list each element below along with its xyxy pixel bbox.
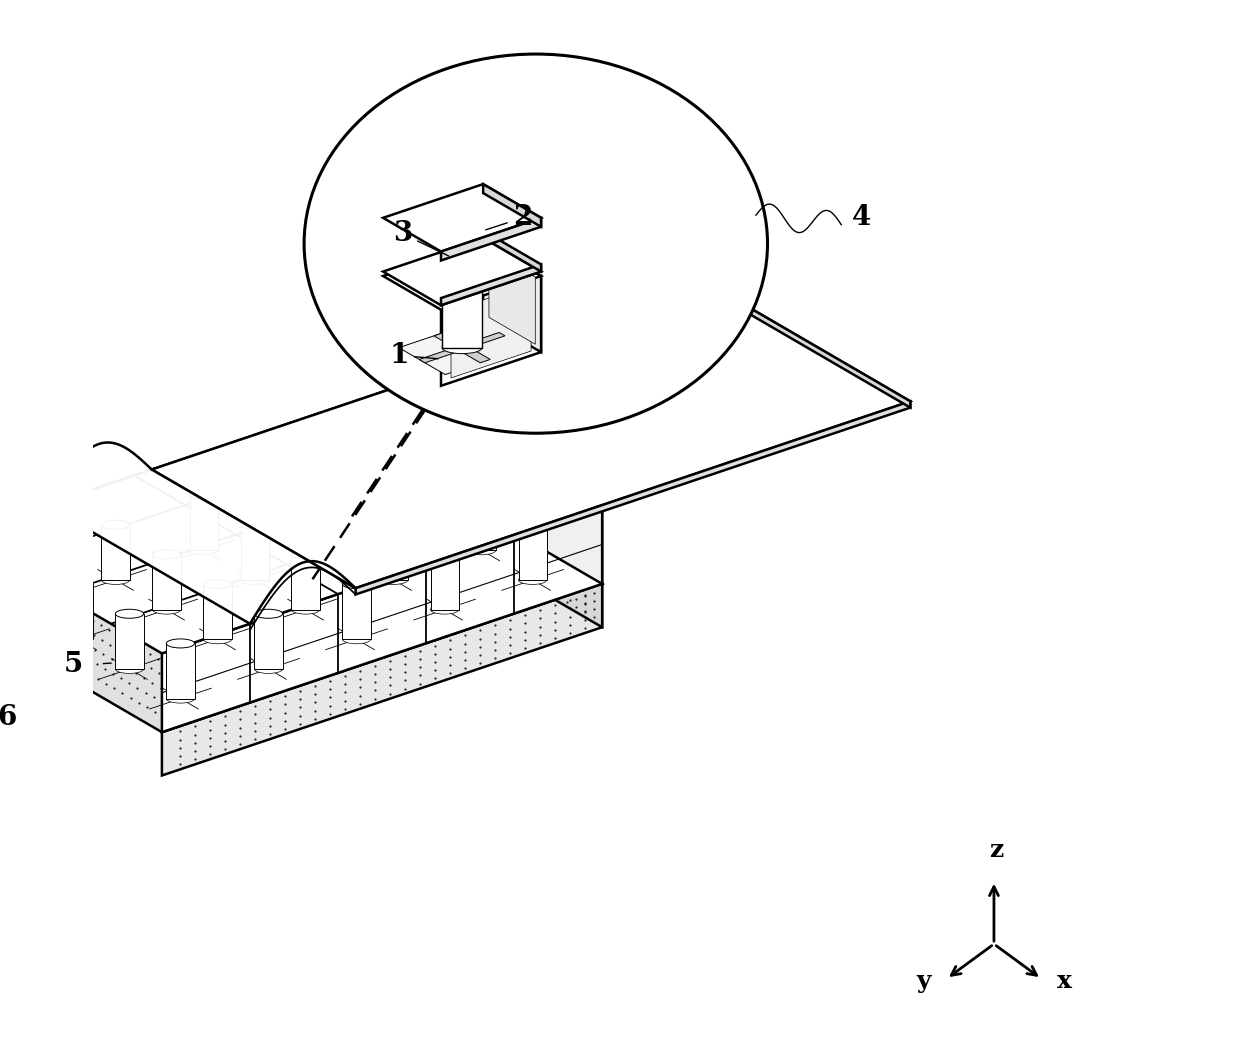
Ellipse shape (278, 461, 306, 470)
Polygon shape (417, 466, 445, 521)
Polygon shape (383, 238, 541, 305)
Ellipse shape (14, 605, 42, 615)
Ellipse shape (254, 609, 283, 618)
Ellipse shape (443, 342, 482, 354)
Polygon shape (190, 495, 218, 550)
Text: 6: 6 (0, 703, 17, 731)
Ellipse shape (417, 461, 445, 470)
Polygon shape (518, 525, 547, 580)
Polygon shape (162, 505, 603, 732)
Polygon shape (484, 242, 541, 352)
Polygon shape (14, 554, 42, 609)
Ellipse shape (417, 516, 445, 525)
Polygon shape (153, 554, 181, 609)
Ellipse shape (64, 635, 93, 644)
Ellipse shape (518, 576, 547, 584)
Polygon shape (46, 442, 356, 624)
Polygon shape (467, 495, 496, 550)
Ellipse shape (430, 605, 459, 615)
Ellipse shape (278, 516, 306, 525)
Polygon shape (366, 436, 394, 491)
Text: z: z (990, 837, 1003, 862)
Polygon shape (419, 333, 505, 363)
Polygon shape (0, 466, 603, 732)
Ellipse shape (443, 277, 482, 288)
Polygon shape (484, 230, 541, 271)
Ellipse shape (102, 576, 130, 584)
Polygon shape (379, 525, 408, 580)
Ellipse shape (14, 550, 42, 559)
Polygon shape (342, 584, 371, 639)
Text: y: y (916, 969, 931, 993)
Ellipse shape (241, 521, 269, 529)
Polygon shape (441, 264, 541, 305)
Ellipse shape (102, 521, 130, 529)
Ellipse shape (467, 546, 496, 554)
Ellipse shape (64, 580, 93, 588)
Ellipse shape (342, 580, 371, 588)
Polygon shape (203, 584, 232, 639)
Ellipse shape (430, 550, 459, 559)
Text: 2: 2 (486, 205, 532, 231)
Ellipse shape (518, 521, 547, 529)
Text: 5: 5 (63, 652, 83, 678)
Ellipse shape (366, 487, 394, 495)
Polygon shape (383, 184, 541, 251)
Polygon shape (64, 584, 93, 639)
Ellipse shape (366, 431, 394, 440)
Ellipse shape (342, 635, 371, 644)
Ellipse shape (291, 550, 320, 559)
Polygon shape (241, 525, 269, 580)
Text: 1: 1 (389, 342, 438, 369)
Ellipse shape (190, 546, 218, 554)
Polygon shape (0, 386, 603, 654)
Polygon shape (398, 466, 603, 627)
Text: x: x (1056, 969, 1073, 993)
Text: 3: 3 (393, 221, 449, 256)
Ellipse shape (115, 664, 144, 674)
Polygon shape (430, 554, 459, 609)
Polygon shape (398, 386, 603, 584)
Polygon shape (441, 276, 541, 385)
Polygon shape (399, 321, 526, 375)
Ellipse shape (467, 491, 496, 499)
Polygon shape (102, 525, 130, 580)
Ellipse shape (166, 694, 195, 703)
Ellipse shape (304, 54, 768, 433)
Text: 4: 4 (852, 204, 870, 230)
Polygon shape (291, 554, 320, 609)
Polygon shape (707, 283, 910, 408)
Polygon shape (278, 466, 306, 521)
Ellipse shape (190, 491, 218, 499)
Polygon shape (484, 184, 541, 227)
Polygon shape (254, 614, 283, 668)
Ellipse shape (329, 491, 357, 499)
Ellipse shape (254, 664, 283, 674)
Ellipse shape (379, 521, 408, 529)
Polygon shape (443, 282, 482, 347)
Ellipse shape (203, 635, 232, 644)
Polygon shape (434, 333, 490, 363)
Ellipse shape (379, 576, 408, 584)
Polygon shape (489, 250, 536, 344)
Ellipse shape (203, 580, 232, 588)
Ellipse shape (291, 605, 320, 615)
Polygon shape (166, 643, 195, 699)
Polygon shape (115, 614, 144, 668)
Ellipse shape (115, 609, 144, 618)
Polygon shape (356, 401, 910, 595)
Ellipse shape (153, 550, 181, 559)
Polygon shape (383, 242, 541, 309)
Ellipse shape (329, 546, 357, 554)
Ellipse shape (241, 576, 269, 584)
Polygon shape (451, 284, 531, 378)
Ellipse shape (153, 605, 181, 615)
Ellipse shape (166, 639, 195, 648)
Polygon shape (162, 584, 603, 775)
Polygon shape (151, 283, 910, 588)
Polygon shape (441, 218, 541, 261)
Polygon shape (329, 495, 357, 550)
